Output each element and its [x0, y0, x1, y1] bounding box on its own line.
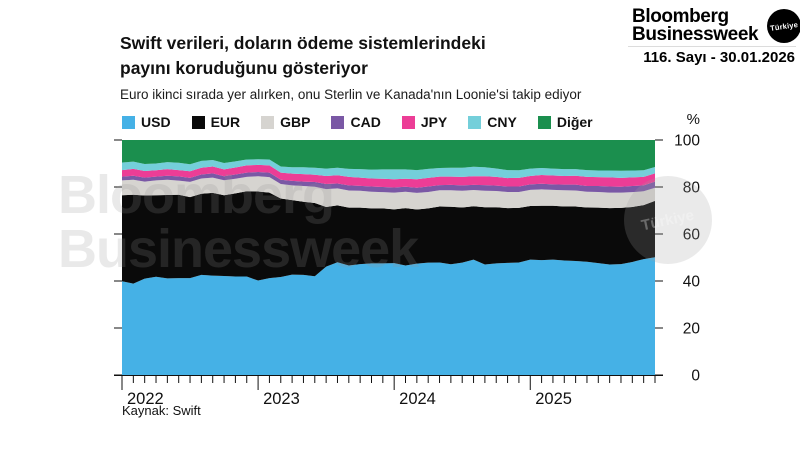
y-tick-label-0: 0	[691, 368, 700, 385]
area-gbp	[122, 176, 655, 210]
legend-label-diger: Diğer	[556, 114, 593, 130]
legend-label-usd: USD	[141, 114, 171, 130]
issue-label: 116. Sayı - 30.01.2026	[643, 49, 795, 66]
legend-item-jpy: JPY	[401, 114, 448, 130]
area-usd	[122, 257, 655, 375]
legend-label-gbp: GBP	[280, 114, 311, 130]
area-jpy	[122, 164, 655, 188]
legend-label-eur: EUR	[210, 114, 241, 130]
legend-swatch-gbp	[261, 115, 275, 129]
legend-label-cad: CAD	[350, 114, 381, 130]
source-label: Kaynak: Swift	[122, 403, 201, 418]
logo-line2: Businessweek	[632, 24, 759, 45]
legend-label-jpy: JPY	[420, 114, 448, 130]
legend-item-eur: EUR	[191, 114, 241, 130]
legend-swatch-cad	[331, 115, 345, 129]
y-tick-label-80: 80	[683, 180, 701, 197]
y-tick-label-100: 100	[674, 133, 700, 150]
area-diger	[122, 140, 655, 171]
legend-label-cny: CNY	[487, 114, 517, 130]
legend-item-diger: Diğer	[537, 114, 593, 130]
page-title: Swift verileri, doların ödeme sistemleri…	[120, 33, 486, 79]
legend: USD EUR GBP CAD JPY CNY Diğer	[122, 114, 593, 130]
legend-swatch-diger	[537, 115, 551, 129]
bloomberg-businessweek-logo: Bloomberg Businessweek	[632, 6, 759, 45]
area-eur	[122, 191, 655, 284]
legend-swatch-jpy	[401, 115, 415, 129]
y-tick-label-20: 20	[683, 321, 701, 338]
area-cny	[122, 159, 655, 180]
legend-swatch-usd	[122, 115, 135, 129]
x-tick-label-2024: 2024	[399, 390, 436, 408]
x-tick-label-2025: 2025	[535, 390, 572, 408]
legend-item-usd: USD	[122, 114, 171, 130]
y-axis-unit-label: %	[686, 111, 700, 128]
legend-item-cny: CNY	[468, 114, 517, 130]
legend-item-gbp: GBP	[261, 114, 310, 130]
area-cad	[122, 171, 655, 193]
header-divider	[628, 46, 796, 47]
legend-swatch-cny	[468, 115, 482, 129]
y-tick-label-40: 40	[683, 274, 701, 291]
x-tick-label-2022: 2022	[127, 390, 164, 408]
legend-swatch-eur	[191, 115, 205, 129]
axes	[114, 139, 663, 390]
x-tick-label-2023: 2023	[263, 390, 300, 408]
legend-item-cad: CAD	[331, 114, 381, 130]
turkiye-badge: Türkiye	[767, 9, 800, 43]
y-tick-label-60: 60	[683, 227, 701, 244]
logo-line1: Bloomberg	[632, 6, 729, 27]
page-subtitle: Euro ikinci sırada yer alırken, onu Ster…	[120, 87, 582, 102]
masthead: Bloomberg Businessweek Türkiye	[632, 6, 800, 45]
